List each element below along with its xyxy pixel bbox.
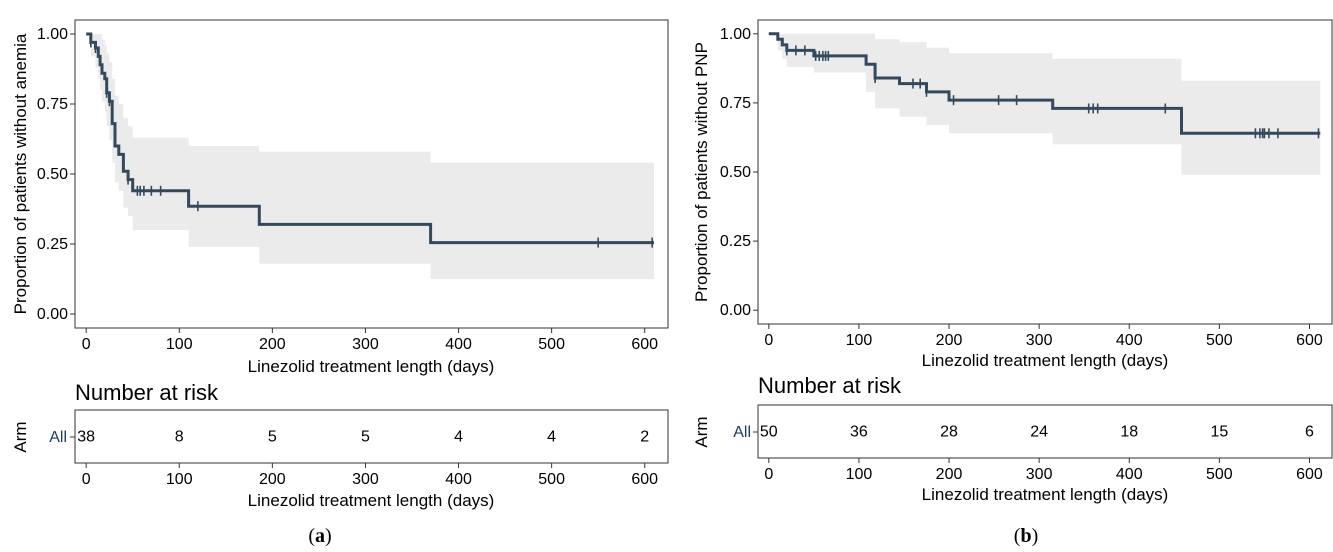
panel-a: 0 100 200 300 400 500 600 0.00 0.25 0.50 0.75 1.00… [11,19,669,547]
risk-x-tick-label: 400 [1116,466,1143,483]
panel-b-risk-ylabel: Arm [692,416,711,447]
risk-count: 8 [175,429,184,446]
y-tick-label: 1.00 [37,26,68,43]
survival-curve [768,32,1321,135]
panel-a-x-axis-label: Linezolid treatment length (days) [248,357,495,376]
panel-b-risk-x-ticks: 0 100 200 300 400 500 600 [764,458,1323,483]
x-tick-label: 400 [1116,332,1143,349]
y-tick-label: 0.25 [720,233,751,250]
survival-curve [86,32,654,245]
panel-b-label: (b) [1014,525,1038,547]
panel-a-risk-arm-label: All [49,429,67,446]
panel-b-x-ticks: 0 100 200 300 400 500 600 [764,324,1323,349]
confidence-band [86,34,654,279]
risk-x-tick-label: 500 [1206,466,1233,483]
y-tick-label: 0.25 [37,236,68,253]
panel-b-curve [768,32,1321,135]
risk-x-tick-label: 200 [936,466,963,483]
x-tick-label: 500 [1206,332,1233,349]
risk-x-tick-label: 0 [764,466,773,483]
y-tick-label: 0.00 [720,302,751,319]
panel-b-risk-arm-label: All [733,424,751,441]
panel-b-censors [786,45,1320,139]
x-tick-label: 0 [764,332,773,349]
panel-b-y-ticks: 0.00 0.25 0.50 0.75 1.00 [720,26,758,319]
panel-b-band [768,33,1321,175]
y-tick-label: 0.50 [37,166,68,183]
panel-b-y-axis-label: Proportion of patients without PNP [692,42,711,302]
panel-b-risk-x-axis-label: Linezolid treatment length (days) [922,485,1169,504]
panel-b-risk-counts: 50 36 28 24 18 15 6 [760,424,1314,441]
panel-b-risk-table-title: Number at risk [758,373,902,398]
risk-count: 4 [547,429,556,446]
y-tick-label: 0.50 [720,164,751,181]
risk-count: 38 [77,429,95,446]
risk-count: 5 [268,429,277,446]
risk-count: 15 [1210,424,1228,441]
x-tick-label: 600 [1296,332,1323,349]
risk-x-tick-label: 200 [259,471,286,488]
risk-count: 4 [454,429,463,446]
risk-x-tick-label: 300 [352,471,379,488]
risk-count: 18 [1120,424,1138,441]
risk-count: 36 [850,424,868,441]
panel-a-risk-table-frame [74,409,669,464]
risk-x-tick-label: 600 [1296,466,1323,483]
y-tick-label: 0.75 [720,95,751,112]
y-tick-label: 1.00 [720,26,751,43]
y-tick-label: 0.75 [37,96,68,113]
panel-a-y-ticks: 0.00 0.25 0.50 0.75 1.00 [37,26,75,323]
panel-a-y-axis-label: Proportion of patients without anemia [11,33,30,314]
risk-x-tick-label: 600 [631,471,658,488]
x-tick-label: 0 [82,336,91,353]
risk-x-tick-label: 300 [1026,466,1053,483]
risk-count: 2 [640,429,649,446]
panel-a-censors [90,37,653,248]
panel-a-label: (a) [308,525,331,547]
risk-x-tick-label: 100 [846,466,873,483]
x-tick-label: 200 [259,336,286,353]
panel-a-risk-table-title: Number at risk [75,380,219,405]
panel-a-risk-x-ticks: 0 100 200 300 400 500 600 [82,463,658,488]
x-tick-label: 200 [936,332,963,349]
x-tick-label: 100 [846,332,873,349]
x-tick-label: 500 [538,336,565,353]
x-tick-label: 400 [445,336,472,353]
panel-a-risk-x-axis-label: Linezolid treatment length (days) [248,491,495,510]
panel-a-x-ticks: 0 100 200 300 400 500 600 [82,328,658,353]
x-tick-label: 600 [631,336,658,353]
risk-count: 5 [361,429,370,446]
panel-a-risk-ylabel: Arm [11,421,30,452]
x-tick-label: 100 [166,336,193,353]
risk-count: 28 [940,424,958,441]
risk-x-tick-label: 400 [445,471,472,488]
x-tick-label: 300 [1026,332,1053,349]
panel-b: 0 100 200 300 400 500 600 0.000.250.500.751.00… [692,19,1333,547]
risk-count: 6 [1305,424,1314,441]
panel-a-risk-counts: 38 8 5 5 4 4 2 [77,429,649,446]
panel-a-band [86,34,654,279]
risk-x-tick-label: 100 [166,471,193,488]
confidence-band [768,33,1321,175]
x-tick-label: 300 [352,336,379,353]
panel-a-curve [86,32,654,245]
risk-count: 50 [760,424,778,441]
risk-x-tick-label: 500 [538,471,565,488]
risk-count: 24 [1030,424,1048,441]
y-tick-label: 0.00 [37,306,68,323]
panel-b-x-axis-label: Linezolid treatment length (days) [922,351,1169,370]
risk-x-tick-label: 0 [82,471,91,488]
